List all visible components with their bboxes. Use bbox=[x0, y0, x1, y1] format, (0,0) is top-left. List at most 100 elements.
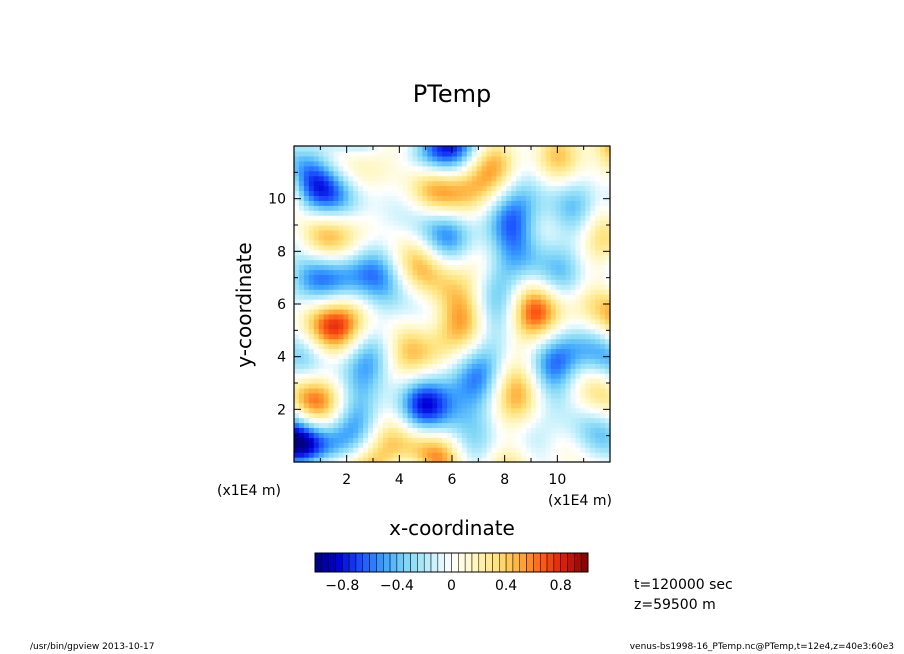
heatmap-cell bbox=[387, 210, 394, 216]
heatmap-cell bbox=[580, 146, 586, 152]
heatmap-cell bbox=[407, 338, 414, 345]
heatmap-cell bbox=[303, 422, 310, 429]
colorbar-tick-label: −0.8 bbox=[325, 578, 359, 594]
heatmap-cell bbox=[294, 195, 300, 201]
heatmap-cell bbox=[545, 279, 552, 285]
heatmap-cell bbox=[412, 225, 419, 231]
heatmap-cell bbox=[422, 269, 428, 275]
heatmap-cell bbox=[466, 417, 473, 424]
heatmap-cell bbox=[358, 457, 364, 463]
heatmap-cell bbox=[382, 244, 389, 251]
heatmap-cell bbox=[456, 279, 463, 285]
heatmap-cell bbox=[456, 373, 463, 379]
heatmap-cell bbox=[432, 234, 438, 241]
heatmap-cell bbox=[298, 437, 305, 443]
heatmap-cell bbox=[491, 205, 498, 211]
heatmap-cell bbox=[590, 387, 596, 394]
heatmap-cell bbox=[392, 244, 399, 251]
heatmap-cell bbox=[550, 244, 557, 251]
heatmap-cell bbox=[407, 437, 414, 443]
heatmap-cell bbox=[550, 210, 557, 216]
heatmap-cell bbox=[343, 437, 349, 443]
heatmap-cell bbox=[308, 210, 315, 216]
heatmap-cell bbox=[545, 195, 552, 201]
heatmap-cell bbox=[600, 150, 606, 157]
heatmap-cell bbox=[456, 432, 463, 438]
heatmap-cell bbox=[427, 378, 433, 384]
heatmap-cell bbox=[343, 387, 349, 394]
heatmap-cell bbox=[535, 180, 542, 187]
heatmap-cell bbox=[476, 368, 483, 374]
heatmap-cell bbox=[595, 200, 601, 206]
heatmap-cell bbox=[575, 289, 581, 295]
heatmap-cell bbox=[595, 220, 601, 226]
heatmap-cell bbox=[585, 313, 591, 320]
heatmap-cell bbox=[298, 195, 305, 201]
heatmap-cell bbox=[323, 318, 330, 325]
heatmap-cell bbox=[338, 229, 344, 236]
heatmap-cell bbox=[363, 239, 369, 246]
heatmap-cell bbox=[476, 338, 483, 345]
heatmap-cell bbox=[402, 215, 409, 221]
heatmap-cell bbox=[387, 457, 394, 463]
heatmap-cell bbox=[491, 402, 498, 409]
heatmap-cell bbox=[570, 432, 577, 438]
heatmap-cell bbox=[501, 397, 507, 404]
heatmap-cell bbox=[447, 259, 453, 266]
heatmap-cell bbox=[323, 373, 330, 379]
heatmap-cell bbox=[456, 323, 463, 330]
heatmap-cell bbox=[442, 442, 448, 448]
heatmap-cell bbox=[600, 383, 606, 389]
heatmap-cell bbox=[412, 318, 419, 325]
heatmap-cell bbox=[595, 457, 601, 463]
heatmap-cell bbox=[570, 338, 577, 345]
heatmap-cell bbox=[511, 239, 517, 246]
heatmap-cell bbox=[387, 200, 394, 206]
heatmap-cell bbox=[531, 412, 537, 419]
heatmap-cell bbox=[535, 323, 542, 330]
heatmap-cell bbox=[303, 229, 310, 236]
heatmap-cell bbox=[600, 155, 606, 162]
heatmap-cell bbox=[452, 323, 458, 330]
heatmap-cell bbox=[427, 294, 433, 300]
heatmap-cell bbox=[442, 200, 448, 206]
heatmap-cell bbox=[313, 353, 320, 359]
heatmap-cell bbox=[486, 412, 493, 419]
heatmap-cell bbox=[466, 333, 473, 340]
heatmap-cell bbox=[595, 150, 601, 157]
heatmap-cell bbox=[501, 180, 507, 187]
heatmap-cell bbox=[550, 304, 557, 310]
heatmap-cell bbox=[605, 373, 611, 379]
heatmap-cell bbox=[526, 264, 532, 271]
heatmap-cell bbox=[531, 383, 537, 389]
heatmap-cell bbox=[560, 225, 567, 231]
heatmap-cell bbox=[545, 165, 552, 172]
heatmap-cell bbox=[570, 294, 577, 300]
heatmap-cell bbox=[590, 318, 596, 325]
heatmap-cell bbox=[294, 160, 300, 167]
heatmap-cell bbox=[585, 422, 591, 429]
heatmap-cell bbox=[358, 402, 364, 409]
heatmap-cell bbox=[496, 378, 502, 384]
heatmap-cell bbox=[496, 363, 502, 369]
heatmap-cell bbox=[555, 259, 562, 266]
heatmap-cell bbox=[382, 378, 389, 384]
heatmap-cell bbox=[535, 210, 542, 216]
heatmap-cell bbox=[461, 244, 468, 251]
heatmap-cell bbox=[313, 442, 320, 448]
heatmap-cell bbox=[585, 392, 591, 399]
heatmap-cell bbox=[363, 348, 369, 354]
heatmap-cell bbox=[407, 234, 414, 241]
heatmap-cell bbox=[452, 437, 458, 443]
heatmap-cell bbox=[580, 200, 586, 206]
heatmap-cell bbox=[456, 155, 463, 162]
heatmap-cell bbox=[387, 175, 394, 182]
heatmap-cell bbox=[486, 264, 493, 271]
heatmap-cell bbox=[526, 279, 532, 285]
heatmap-cell bbox=[605, 165, 611, 172]
heatmap-cell bbox=[540, 343, 547, 350]
heatmap-cell bbox=[590, 190, 596, 196]
heatmap-cell bbox=[333, 432, 340, 438]
heatmap-cell bbox=[605, 210, 611, 216]
heatmap-cell bbox=[432, 215, 438, 221]
